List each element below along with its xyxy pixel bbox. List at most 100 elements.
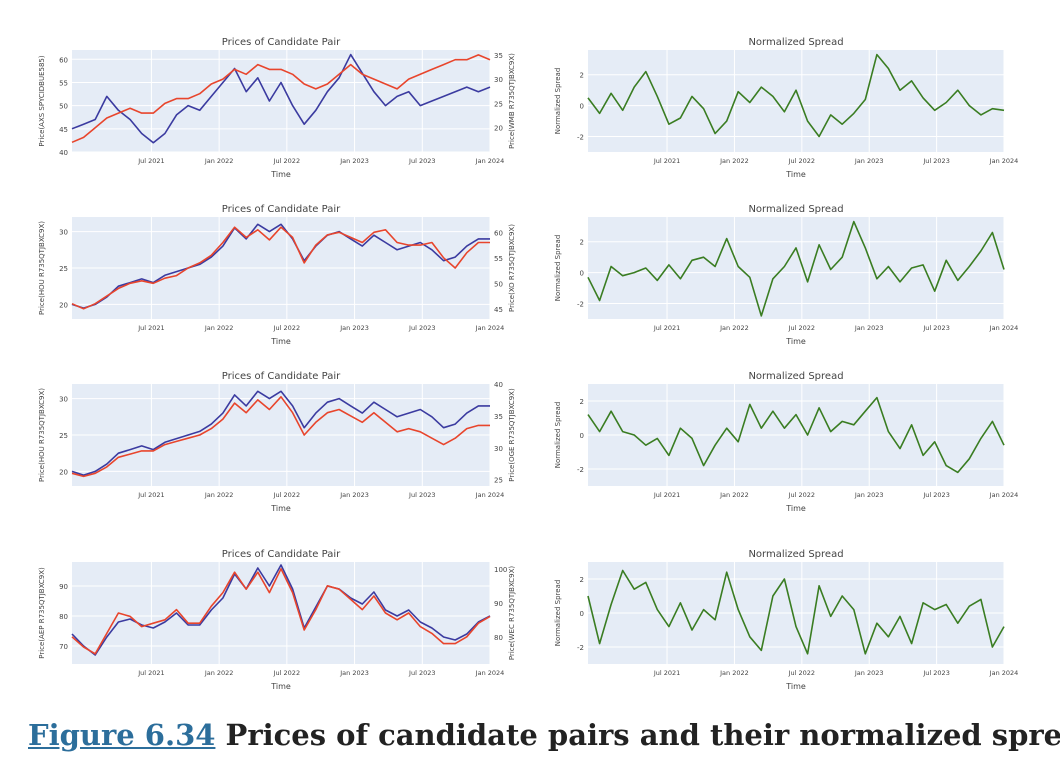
chart-title: Prices of Candidate Pair (222, 549, 341, 560)
x-tick-label: Jul 2023 (922, 491, 949, 499)
plot-area (588, 50, 1004, 152)
x-axis-title: Time (270, 682, 291, 691)
y-tick-label: 0 (580, 432, 584, 440)
y2-tick-label: 90 (494, 600, 503, 608)
x-tick-label: Jan 2023 (339, 491, 369, 499)
x-tick-label: Jan 2022 (204, 324, 234, 332)
x-tick-label: Jul 2022 (273, 157, 300, 165)
x-tick-label: Jul 2023 (408, 324, 435, 332)
y-axis-title: Price(AXS SPYCIDBUE585) (38, 55, 46, 147)
y2-axis-title: Price(WEC R735QTJBXC9X) (508, 566, 516, 661)
chart-6: -2 0 2 Jul 2021 Jan 2022 Jul 2022 Jan 2023 Jul … (554, 371, 1018, 513)
x-tick-label: Jan 2023 (339, 324, 369, 332)
y2-tick-label: 50 (494, 280, 503, 288)
y-tick-label: 55 (59, 79, 68, 87)
chart-title: Normalized Spread (748, 204, 843, 215)
x-tick-label: Jan 2024 (989, 324, 1019, 332)
chart-4: -2 0 2 Jul 2021 Jan 2022 Jul 2022 Jan 2023 Jul … (554, 204, 1018, 346)
x-tick-label: Jul 2023 (922, 669, 949, 677)
x-tick-label: Jan 2022 (204, 669, 234, 677)
series-line-2 (71, 395, 490, 478)
x-tick-label: Jan 2022 (204, 157, 234, 165)
x-axis-title: Time (270, 504, 291, 513)
y-tick-label: 0 (580, 270, 584, 278)
y-axis-title: Price(HOU R735QTJBXC9X) (38, 221, 46, 315)
x-tick-label: Jan 2024 (475, 157, 505, 165)
x-tick-label: Jan 2023 (339, 669, 369, 677)
x-tick-label: Jul 2021 (137, 157, 164, 165)
y-tick-label: 30 (59, 229, 68, 237)
x-tick-label: Jan 2022 (719, 157, 749, 165)
y2-axis-title: Price(XO R735QTJBXC9X) (508, 224, 516, 312)
x-tick-label: Jan 2023 (339, 157, 369, 165)
y2-tick-label: 40 (494, 381, 503, 389)
chart-title: Normalized Spread (748, 549, 843, 560)
series-line-1 (71, 53, 491, 144)
x-tick-label: Jan 2023 (854, 669, 884, 677)
y2-tick-label: 55 (494, 255, 503, 263)
x-tick-label: Jul 2021 (137, 491, 164, 499)
plot-area (588, 217, 1004, 319)
y2-tick-label: 45 (494, 306, 503, 314)
y2-axis-title: Price(WMB R735QTJBXC9X) (508, 53, 516, 149)
y2-tick-label: 25 (494, 477, 503, 485)
x-tick-label: Jan 2024 (475, 669, 505, 677)
y-tick-label: 2 (580, 239, 584, 247)
x-tick-label: Jul 2023 (922, 324, 949, 332)
x-tick-label: Jan 2024 (989, 491, 1019, 499)
series-line-1 (71, 223, 490, 309)
x-tick-label: Jul 2022 (788, 669, 815, 677)
y-tick-label: 50 (59, 103, 68, 111)
x-tick-label: Jan 2022 (204, 491, 234, 499)
chart-1: 40 45 50 55 60 20 25 30 35 Jul 2021 Jan 2022 Jul 20… (38, 37, 516, 179)
y-axis-title: Normalized Spread (554, 235, 562, 302)
figure-charts: 40 45 50 55 60 20 25 30 35 Jul 2021 Jan 2022 Jul 20… (38, 37, 1018, 691)
y-tick-label: 20 (59, 468, 68, 476)
x-tick-label: Jan 2024 (475, 491, 505, 499)
chart-title: Normalized Spread (748, 371, 843, 382)
y-tick-label: 0 (580, 103, 584, 111)
chart-title: Normalized Spread (748, 37, 843, 48)
x-tick-label: Jul 2021 (653, 491, 680, 499)
y-tick-label: -2 (577, 134, 584, 142)
y2-tick-label: 80 (494, 634, 503, 642)
y-tick-label: 25 (59, 265, 68, 273)
caption-text: Prices of candidate pairs and their norm… (215, 718, 1060, 752)
y-tick-label: 2 (580, 576, 584, 584)
figure-link[interactable]: Figure 6.34 (28, 718, 216, 752)
plot-area (72, 562, 490, 664)
x-tick-label: Jul 2022 (273, 324, 300, 332)
x-tick-label: Jul 2022 (788, 491, 815, 499)
y-tick-label: 90 (59, 583, 68, 591)
y-tick-label: -2 (577, 644, 584, 652)
y-tick-label: 60 (59, 56, 68, 64)
y2-tick-label: 30 (494, 445, 503, 453)
x-tick-label: Jan 2023 (854, 491, 884, 499)
x-tick-label: Jan 2024 (989, 669, 1019, 677)
x-tick-label: Jul 2023 (922, 157, 949, 165)
y-tick-label: 45 (59, 126, 68, 134)
y-axis-title: Normalized Spread (554, 402, 562, 469)
x-tick-label: Jul 2023 (408, 157, 435, 165)
x-tick-label: Jul 2023 (408, 669, 435, 677)
x-tick-label: Jan 2024 (475, 324, 505, 332)
x-tick-label: Jul 2022 (788, 157, 815, 165)
chart-5: 20 25 30 25 30 35 40 Jul 2021 Jan 2022 Jul 2022 Ja… (38, 371, 516, 513)
chart-8: -2 0 2 Jul 2021 Jan 2022 Jul 2022 Jan 2023 Jul … (554, 549, 1018, 691)
x-tick-label: Jan 2022 (719, 669, 749, 677)
y-tick-label: -2 (577, 466, 584, 474)
series-line-1 (587, 220, 1005, 317)
y2-tick-label: 20 (494, 125, 503, 133)
x-axis-title: Time (270, 337, 291, 346)
y-axis-title: Price(AEP R735QTJBXC9X) (38, 567, 46, 659)
y2-tick-label: 35 (494, 413, 503, 421)
chart-title: Prices of Candidate Pair (222, 371, 341, 382)
y-axis-title: Normalized Spread (554, 580, 562, 647)
y2-axis-title: Price(OGE R735QTJBXC9X) (508, 388, 516, 482)
y-tick-label: 25 (59, 432, 68, 440)
y-tick-label: 0 (580, 610, 584, 618)
x-tick-label: Jan 2022 (719, 491, 749, 499)
x-axis-title: Time (785, 170, 806, 179)
figure-caption: Figure 6.34 Prices of candidate pairs an… (28, 718, 1060, 752)
